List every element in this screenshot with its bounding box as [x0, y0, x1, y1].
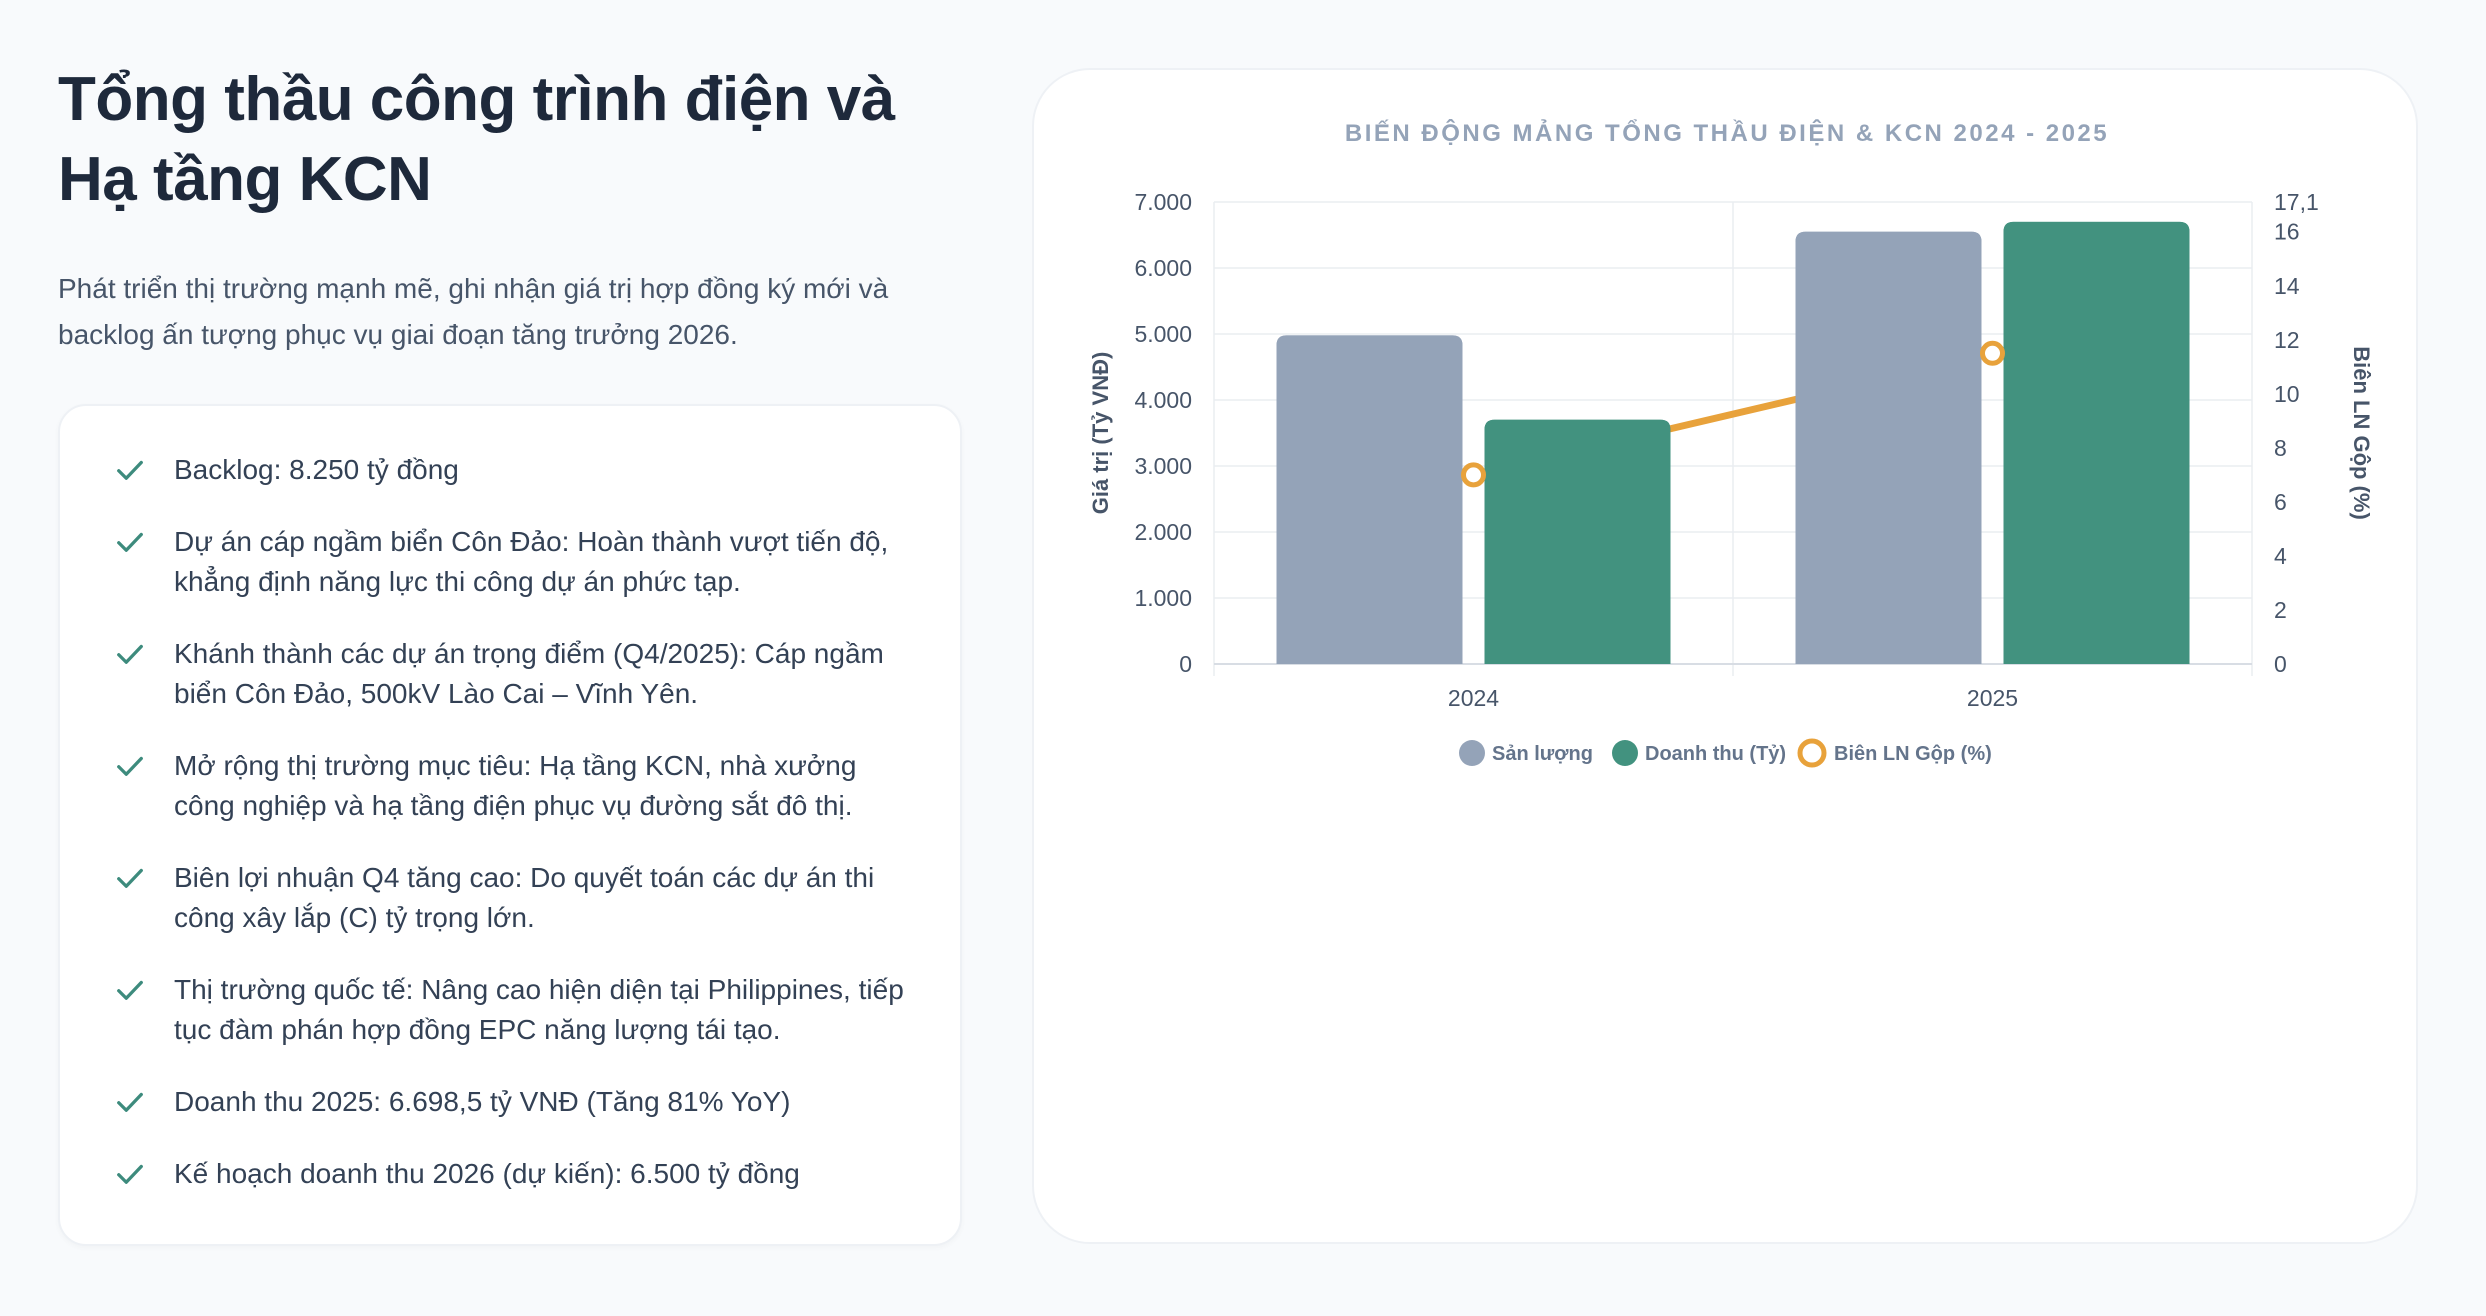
y-tick-label: 0	[1179, 651, 1192, 677]
highlight-item: Khánh thành các dự án trọng điểm (Q4/202…	[60, 634, 960, 714]
legend-marker	[1612, 740, 1638, 766]
y2-axis-title: Biên LN Gộp (%)	[2349, 346, 2374, 520]
highlight-item: Backlog: 8.250 tỷ đồng	[60, 450, 960, 490]
highlight-text: Biên lợi nhuận Q4 tăng cao: Do quyết toá…	[174, 862, 875, 933]
highlight-text: Thị trường quốc tế: Nâng cao hiện diện t…	[174, 974, 904, 1045]
highlights-card: Backlog: 8.250 tỷ đồng Dự án cáp ngầm biể…	[58, 404, 962, 1246]
highlight-item: Mở rộng thị trường mục tiêu: Hạ tầng KCN…	[60, 746, 960, 826]
highlight-text: Khánh thành các dự án trọng điểm (Q4/202…	[174, 638, 884, 709]
highlights-list: Backlog: 8.250 tỷ đồng Dự án cáp ngầm biể…	[60, 406, 960, 1194]
bar-doanh-thu-overlay-2024	[1484, 419, 1671, 664]
page-title: Tổng thầu công trình điện và Hạ tầng KCN	[58, 60, 968, 220]
y2-tick-label: 6	[2274, 489, 2287, 515]
y-tick-label: 6.000	[1134, 255, 1192, 281]
legend-label: Doanh thu (Tỷ)	[1645, 743, 1786, 765]
y-axis-title: Giá trị (Tỷ VNĐ)	[1088, 352, 1113, 515]
y-tick-label: 1.000	[1134, 585, 1192, 611]
legend-label: Biên LN Gộp (%)	[1834, 743, 1992, 765]
chart-card: BIẾN ĐỘNG MẢNG TỔNG THẦU ĐIỆN & KCN 2024…	[1032, 68, 2418, 1244]
x-tick-label: 2024	[1448, 685, 1499, 711]
highlight-item: Biên lợi nhuận Q4 tăng cao: Do quyết toá…	[60, 858, 960, 938]
highlight-item: Dự án cáp ngầm biển Côn Đảo: Hoàn thành …	[60, 522, 960, 602]
y-tick-label: 7.000	[1134, 189, 1192, 215]
margin-point-2024	[1461, 462, 1486, 488]
legend-label: Sản lượng	[1492, 743, 1593, 765]
legend-marker	[1459, 740, 1485, 766]
bar-doanh-thu-overlay-2025	[2003, 221, 2190, 665]
y2-tick-label: 2	[2274, 597, 2287, 623]
check-icon	[117, 756, 143, 776]
page-title-line1: Tổng thầu công trình điện và	[58, 65, 895, 134]
check-icon	[117, 1164, 143, 1184]
page-description: Phát triển thị trường mạnh mẽ, ghi nhận …	[58, 273, 889, 350]
y2-tick-label: 4	[2274, 543, 2287, 569]
check-icon	[117, 644, 143, 664]
y2-tick-label: 16	[2274, 219, 2300, 245]
y-tick-label: 2.000	[1134, 519, 1192, 545]
highlight-item: Thị trường quốc tế: Nâng cao hiện diện t…	[60, 970, 960, 1050]
chart-title: BIẾN ĐỘNG MẢNG TỔNG THẦU ĐIỆN & KCN 2024…	[1345, 118, 2109, 147]
highlight-text: Dự án cáp ngầm biển Côn Đảo: Hoàn thành …	[174, 526, 889, 597]
highlight-text: Kế hoạch doanh thu 2026 (dự kiến): 6.500…	[174, 1158, 800, 1189]
bar-san-luong-overlay-2025	[1795, 231, 1982, 664]
check-icon	[117, 460, 143, 480]
check-icon	[117, 868, 143, 888]
bar-san-luong-overlay-2024	[1276, 335, 1463, 664]
y2-tick-label: 0	[2274, 651, 2287, 677]
highlight-text: Doanh thu 2025: 6.698,5 tỷ VNĐ (Tăng 81%…	[174, 1086, 791, 1117]
legend-marker	[1797, 738, 1827, 768]
highlight-text: Mở rộng thị trường mục tiêu: Hạ tầng KCN…	[174, 750, 857, 821]
y2-tick-label: 8	[2274, 435, 2287, 461]
highlight-item: Kế hoạch doanh thu 2026 (dự kiến): 6.500…	[60, 1154, 960, 1194]
check-icon	[117, 1092, 143, 1112]
check-icon	[117, 532, 143, 552]
chart-svg: BIẾN ĐỘNG MẢNG TỔNG THẦU ĐIỆN & KCN 2024…	[1088, 118, 2374, 768]
x-tick-label: 2025	[1967, 685, 2018, 711]
highlight-text: Backlog: 8.250 tỷ đồng	[174, 454, 459, 485]
margin-point-2025	[1980, 340, 2005, 366]
y2-tick-label: 14	[2274, 273, 2300, 299]
y-tick-label: 4.000	[1134, 387, 1192, 413]
y2-tick-label: 10	[2274, 381, 2300, 407]
header: Tổng thầu công trình điện và Hạ tầng KCN…	[58, 60, 968, 358]
y-tick-label: 5.000	[1134, 321, 1192, 347]
y2-tick-label: 12	[2274, 327, 2300, 353]
highlight-item: Doanh thu 2025: 6.698,5 tỷ VNĐ (Tăng 81%…	[60, 1082, 960, 1122]
page-title-line2: Hạ tầng KCN	[58, 145, 432, 214]
y2-tick-label: 17,1	[2274, 189, 2319, 215]
check-icon	[117, 980, 143, 1000]
y-tick-label: 3.000	[1134, 453, 1192, 479]
